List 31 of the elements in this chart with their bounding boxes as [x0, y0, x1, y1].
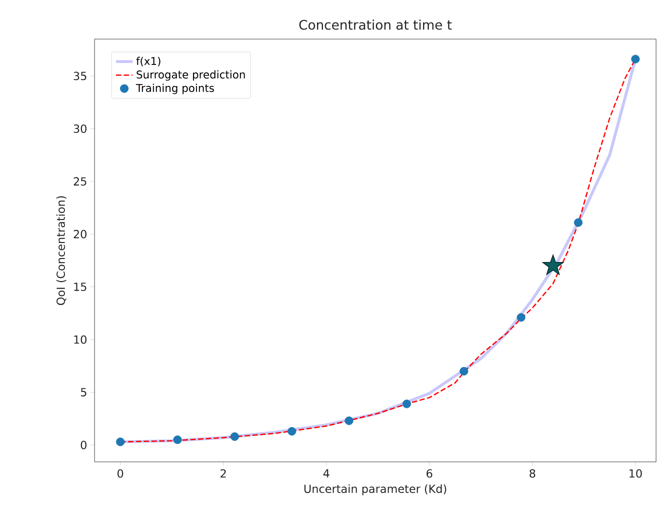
point — [344, 416, 354, 426]
x-axis-title: Uncertain parameter (Kd) — [304, 484, 446, 496]
point — [116, 438, 125, 446]
y-axis-title: QoI (Concentration) — [56, 196, 66, 306]
x-tick-label: 2 — [220, 469, 226, 478]
x-tick-label: 8 — [530, 469, 536, 478]
legend-label: Training points — [136, 84, 214, 94]
y-tick-label: 30 — [74, 124, 86, 134]
point — [460, 367, 468, 376]
point — [516, 313, 526, 322]
y-tick-label: 25 — [74, 177, 86, 186]
x-tick-label: 4 — [323, 469, 330, 478]
y-tick-label: 0 — [80, 440, 86, 450]
y-tick-label: 15 — [74, 282, 86, 292]
x-tick-label: 10 — [630, 469, 642, 478]
x-tick-label: 0 — [117, 469, 124, 478]
legend-label: Surrogate prediction — [136, 70, 245, 81]
point — [288, 427, 296, 436]
y-tick-label: 35 — [74, 72, 86, 80]
point — [542, 254, 564, 275]
point — [173, 436, 182, 444]
legend-label: f(x1) — [136, 56, 160, 66]
y-tick-label: 20 — [74, 230, 86, 239]
point — [230, 432, 239, 442]
point — [574, 218, 583, 227]
x-tick-label: 6 — [426, 469, 432, 478]
y-tick-label: 5 — [80, 388, 86, 397]
chart-title: Concentration at time t — [299, 20, 452, 30]
point — [631, 54, 640, 64]
y-tick-label: 10 — [74, 336, 86, 344]
point — [402, 400, 412, 408]
